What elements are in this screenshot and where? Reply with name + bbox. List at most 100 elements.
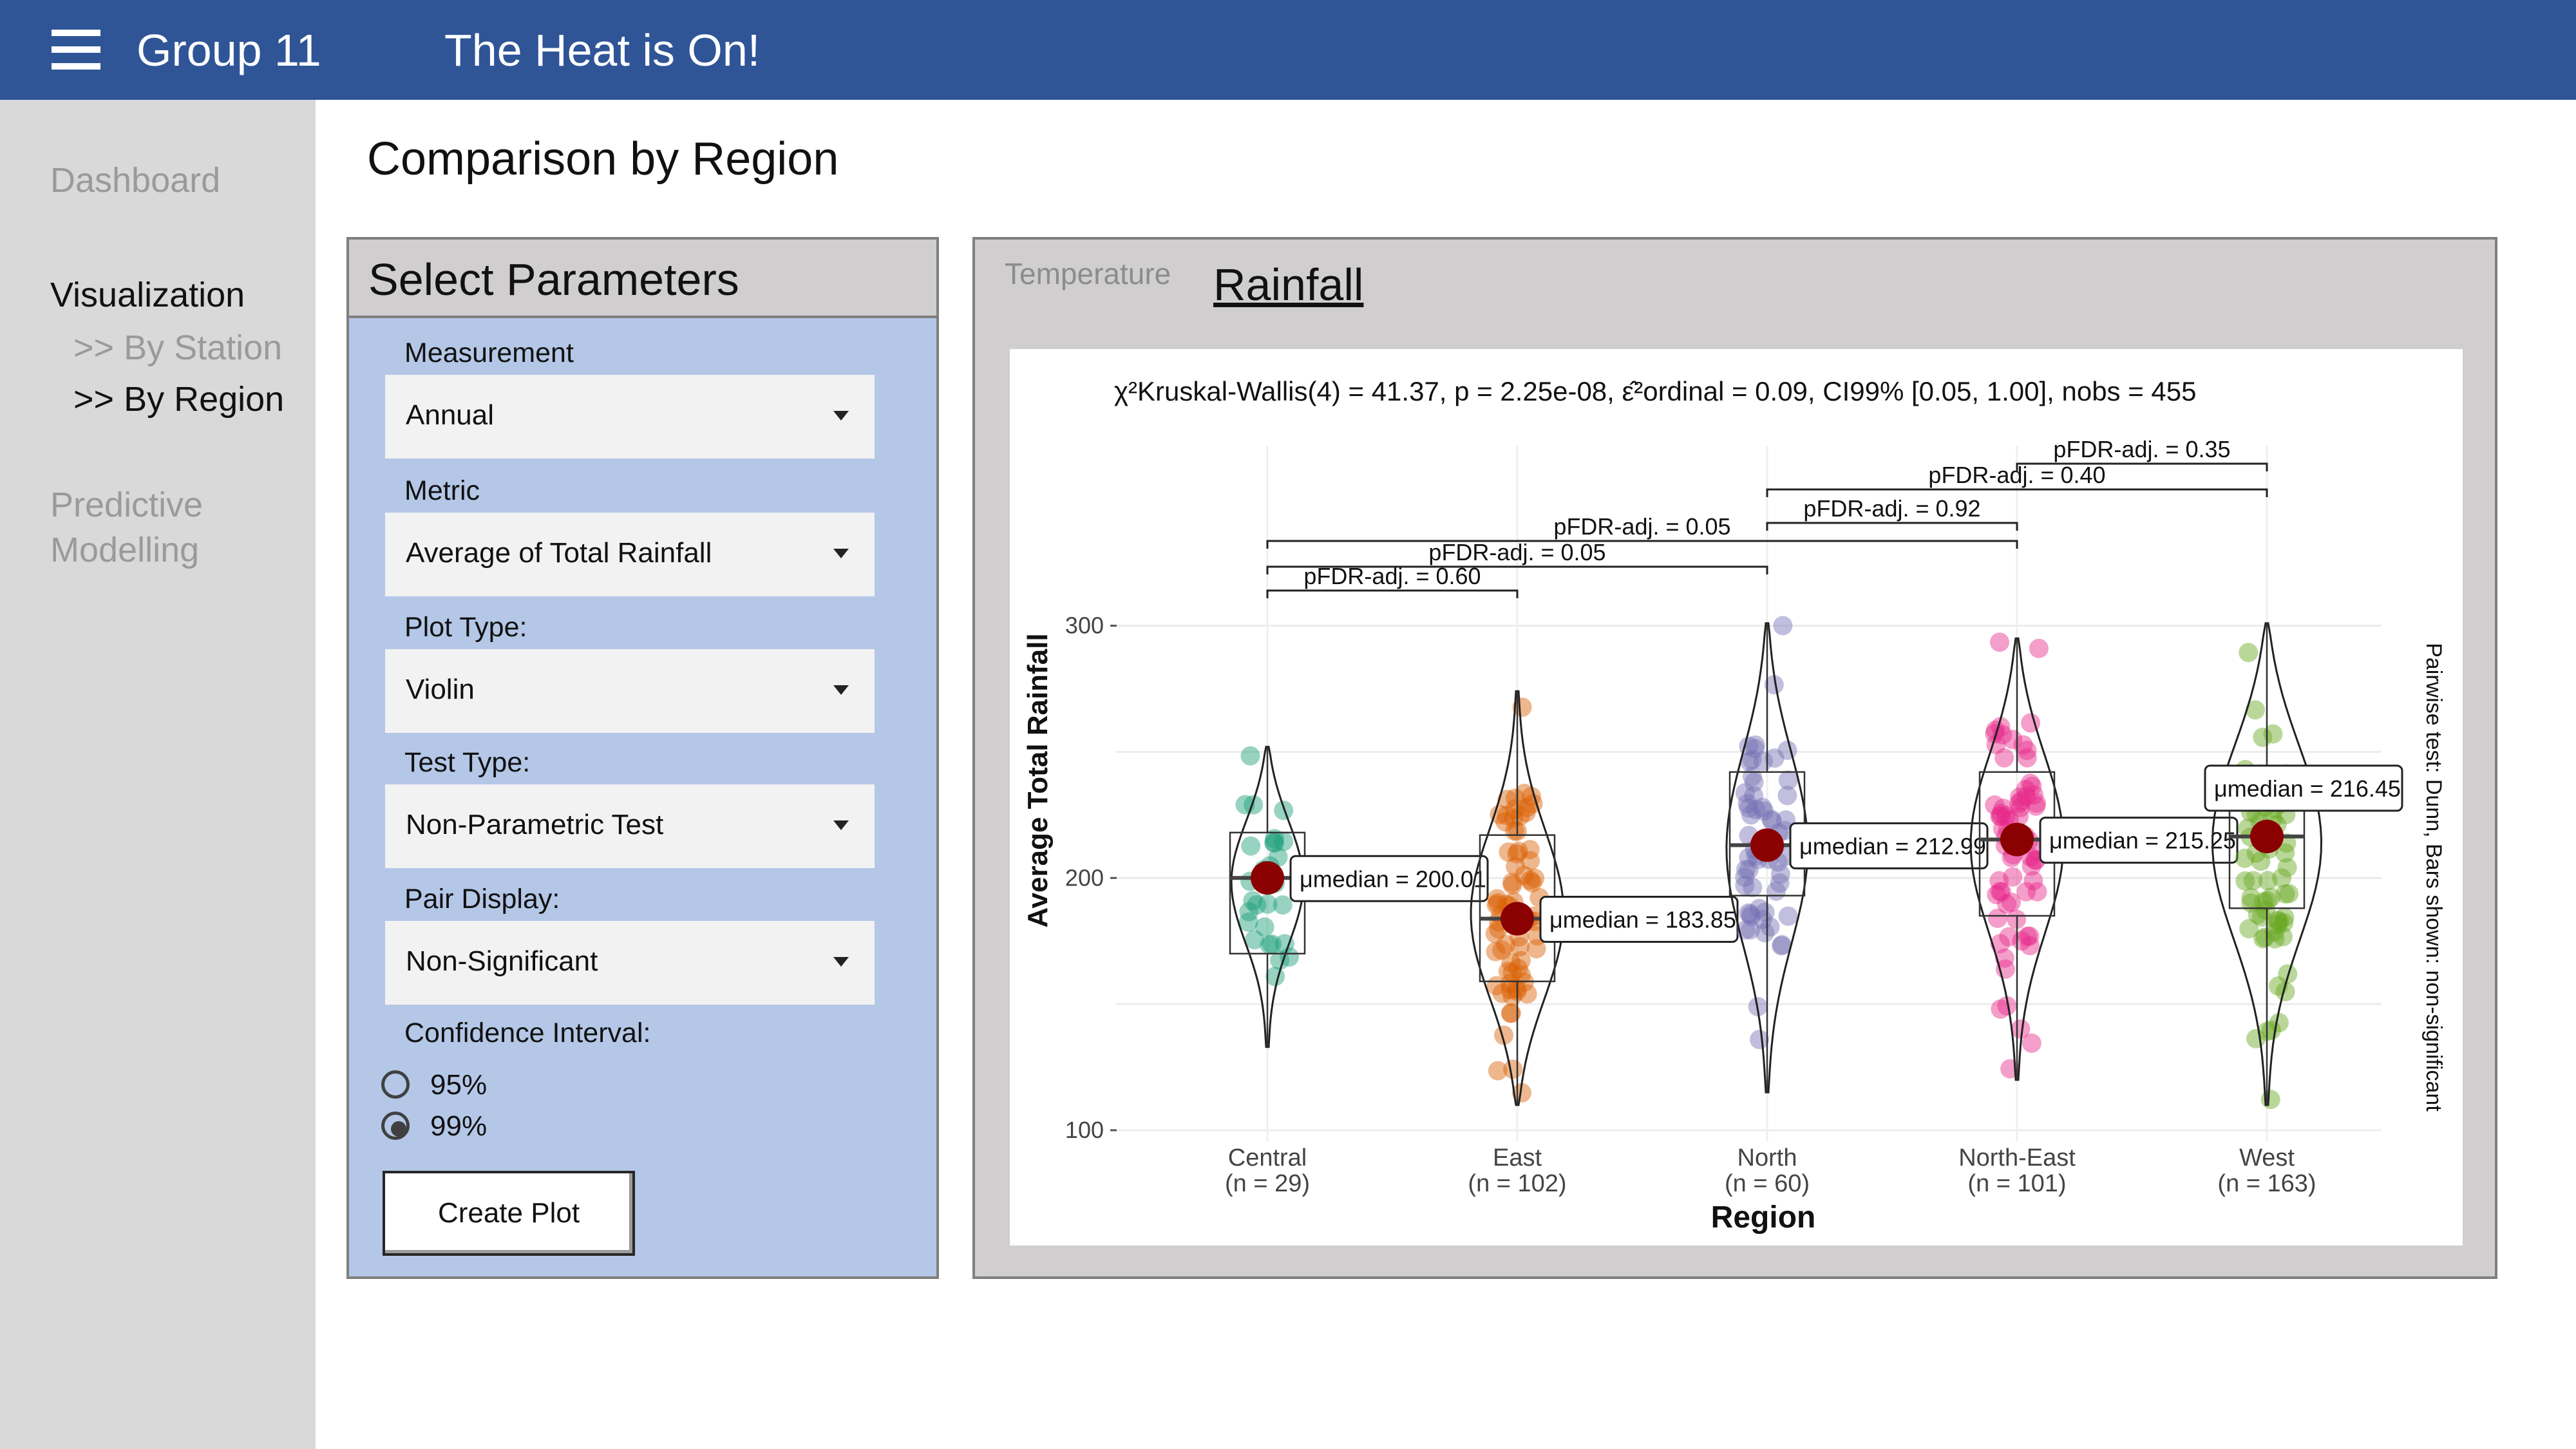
- data-point: [2255, 927, 2275, 947]
- data-point: [1987, 908, 2007, 928]
- data-point: [2020, 773, 2040, 793]
- data-point: [1488, 893, 1508, 913]
- data-point: [2235, 848, 2255, 868]
- data-point: [2256, 900, 2276, 920]
- data-point: [2018, 927, 2038, 946]
- data-point: [2274, 913, 2294, 933]
- data-point: [1772, 935, 1792, 954]
- data-point: [1247, 895, 1267, 915]
- median-point: [2250, 819, 2284, 853]
- chevron-down-icon: [833, 685, 849, 695]
- data-point: [2261, 887, 2281, 907]
- data-point: [1739, 860, 1759, 880]
- data-point: [1492, 940, 1512, 960]
- data-point: [2023, 871, 2043, 891]
- data-point: [2010, 787, 2030, 807]
- data-point: [1499, 842, 1519, 862]
- test-type-select[interactable]: Non-Parametric Test: [385, 784, 875, 868]
- tab-rainfall[interactable]: Rainfall: [1213, 260, 1364, 310]
- measurement-label: Measurement: [404, 337, 574, 368]
- hamburger-menu-icon[interactable]: [52, 30, 100, 70]
- data-point: [1741, 805, 1761, 825]
- data-point: [1497, 806, 1517, 826]
- data-point: [1511, 965, 1531, 985]
- data-point: [1746, 800, 1766, 820]
- data-point: [2277, 858, 2297, 878]
- tab-temperature[interactable]: Temperature: [1005, 257, 1171, 290]
- data-point: [1517, 797, 1537, 817]
- data-point: [2009, 806, 2029, 826]
- data-point: [1750, 1030, 1769, 1050]
- data-point: [1766, 881, 1786, 901]
- data-point: [1486, 942, 1506, 961]
- plot-type-select[interactable]: Violin: [385, 649, 875, 733]
- data-point: [2248, 905, 2268, 924]
- parameters-panel: Select Parameters Measurement Annual Met…: [346, 237, 939, 1279]
- top-bar: Group 11 The Heat is On!: [0, 0, 2576, 100]
- data-point: [1501, 1003, 1521, 1023]
- data-point: [2275, 884, 2295, 904]
- data-point: [1778, 770, 1798, 790]
- data-point: [1777, 786, 1797, 806]
- chevron-down-icon: [833, 411, 849, 421]
- pairwise-caption: Pairwise test: Dunn, Bars shown: non-sig…: [2421, 643, 2446, 1112]
- data-point: [1515, 784, 1535, 803]
- x-count-label: (n = 163): [2217, 1170, 2316, 1197]
- x-count-label: (n = 60): [1725, 1170, 1810, 1197]
- data-point: [1735, 867, 1755, 887]
- data-point: [1991, 806, 2011, 826]
- data-point: [2258, 871, 2278, 891]
- measurement-select[interactable]: Annual: [385, 375, 875, 459]
- data-point: [1501, 980, 1520, 999]
- data-point: [1744, 772, 1764, 792]
- data-point: [1505, 799, 1525, 819]
- data-point: [1765, 748, 1785, 768]
- data-point: [1736, 860, 1756, 879]
- data-point: [1264, 833, 1284, 853]
- data-point: [2027, 882, 2047, 902]
- sidebar-item-by-station[interactable]: >> By Station: [73, 328, 283, 367]
- data-point: [1745, 739, 1765, 759]
- data-point: [1274, 934, 1294, 954]
- data-point: [1991, 804, 2011, 823]
- data-point: [1996, 806, 2016, 826]
- data-point: [1743, 878, 1763, 897]
- create-plot-button[interactable]: Create Plot: [383, 1171, 635, 1256]
- data-point: [1741, 920, 1761, 940]
- data-point: [1735, 876, 1755, 895]
- data-point: [1265, 967, 1285, 987]
- plot-type-label: Plot Type:: [404, 612, 527, 643]
- data-point: [1749, 898, 1769, 918]
- median-label: μmedian = 216.45: [2214, 775, 2401, 802]
- data-point: [1510, 806, 1530, 826]
- sidebar-item-dashboard[interactable]: Dashboard: [50, 161, 221, 200]
- comparison-bracket: [1266, 589, 1519, 598]
- data-point: [1522, 873, 1542, 893]
- data-point: [1488, 1061, 1508, 1081]
- data-point: [2246, 700, 2265, 720]
- data-point: [1739, 903, 1759, 923]
- data-point: [1741, 907, 1761, 927]
- data-point: [2269, 1013, 2289, 1032]
- data-point: [1504, 808, 1524, 828]
- data-point: [2009, 793, 2029, 813]
- parameters-title: Select Parameters: [368, 254, 739, 305]
- sidebar-item-predictive[interactable]: Predictive: [50, 486, 204, 524]
- radio-ci-95-label: 95%: [430, 1069, 488, 1101]
- data-point: [2265, 929, 2285, 949]
- x-count-label: (n = 101): [1967, 1170, 2066, 1197]
- chevron-down-icon: [833, 957, 849, 967]
- sidebar-item-by-region[interactable]: >> By Region: [73, 380, 285, 419]
- pair-display-select[interactable]: Non-Significant: [385, 921, 875, 1005]
- metric-value: Average of Total Rainfall: [406, 537, 712, 569]
- data-point: [1274, 831, 1294, 851]
- sidebar-item-visualization[interactable]: Visualization: [50, 276, 245, 314]
- data-point: [1773, 616, 1793, 636]
- x-tick-label: East: [1493, 1144, 1542, 1171]
- chevron-down-icon: [833, 820, 849, 830]
- data-point: [2013, 735, 2033, 755]
- comparison-label: pFDR-adj. = 0.92: [1803, 495, 1980, 522]
- metric-select[interactable]: Average of Total Rainfall: [385, 513, 875, 596]
- median-label: μmedian = 200.01: [1300, 866, 1486, 892]
- sidebar-item-modelling[interactable]: Modelling: [50, 531, 200, 569]
